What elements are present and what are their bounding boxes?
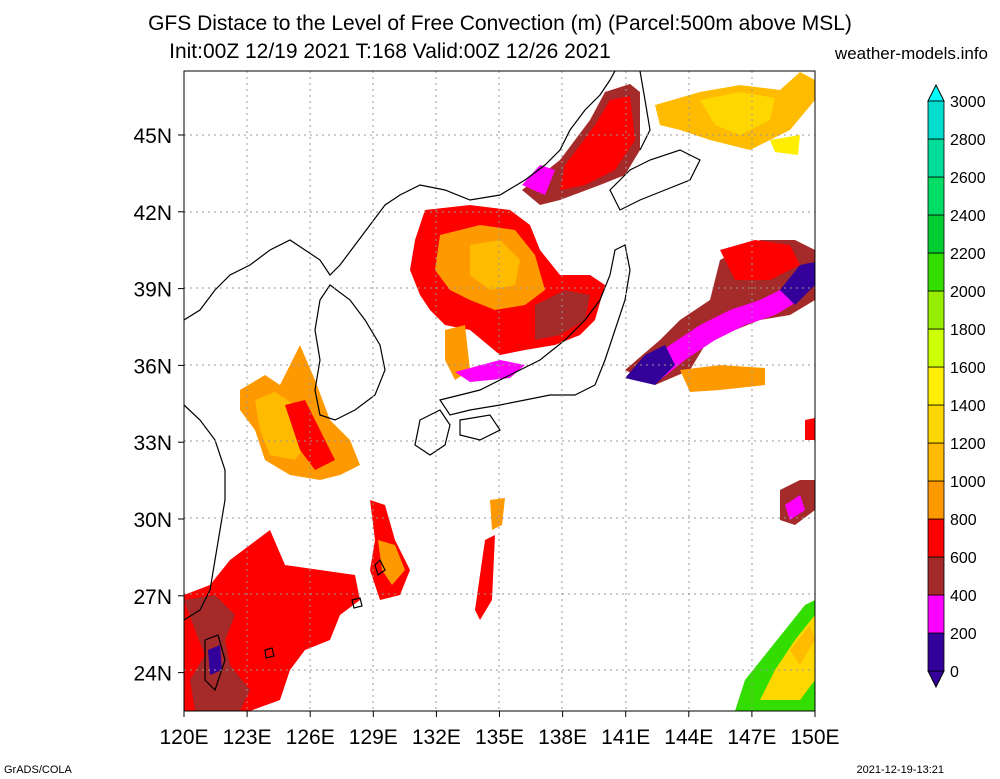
colorbar-label: 2600 — [950, 170, 986, 187]
colorbar-label: 600 — [950, 550, 977, 567]
field-pacific-orange — [680, 365, 765, 392]
colorbar: 0 200 400 600 800 1000 1200 1400 1600 1800 2000 220… — [927, 83, 986, 689]
colorbar-label: 1400 — [950, 398, 986, 415]
colorbar-label: 3000 — [950, 94, 986, 111]
coast-china-north — [184, 71, 616, 321]
field-pacific-magenta — [640, 285, 800, 380]
coastlines — [184, 71, 701, 692]
colorbar-segment — [927, 138, 945, 178]
field-ryukyu-orange — [378, 540, 405, 585]
site-label: weather-models.info — [834, 44, 988, 63]
y-tick-label: 45N — [133, 125, 172, 148]
y-tick-label: 39N — [133, 279, 172, 302]
field-pacific-purple-2 — [780, 262, 815, 305]
colorbar-label: 2400 — [950, 208, 986, 225]
coast-hokkaido — [609, 149, 701, 211]
colorbar-label: 400 — [950, 588, 977, 605]
colorbar-segment — [927, 252, 945, 292]
chart-subtitle: Init:00Z 12/19 2021 T:168 Valid:00Z 12/2… — [169, 40, 611, 63]
coast-honshu — [439, 244, 631, 416]
timestamp: 2021-12-19-13:21 — [856, 764, 944, 776]
field-yellow-sea-red — [285, 400, 335, 470]
x-tick-label: 129E — [349, 726, 398, 749]
field-east-edge-1b — [785, 495, 805, 520]
y-tick-label: 33N — [133, 432, 172, 455]
colorbar-label: 1600 — [950, 360, 986, 377]
field-central-strand-1 — [475, 535, 495, 620]
field-pacific-purple — [625, 345, 675, 385]
y-tick-label: 42N — [133, 202, 172, 225]
x-tick-label: 144E — [664, 726, 713, 749]
x-tick-label: 150E — [790, 726, 839, 749]
y-tick-label: 24N — [133, 663, 172, 686]
colorbar-segment — [927, 214, 945, 254]
chart-title: GFS Distace to the Level of Free Convect… — [148, 12, 852, 35]
x-tick-label: 123E — [223, 726, 272, 749]
field-north-pacific-yellow — [700, 92, 775, 135]
field-north-pacific-small — [770, 135, 800, 155]
software-credit: GrADS/COLA — [4, 764, 72, 776]
coast-taiwan — [204, 634, 226, 692]
x-tick-label: 135E — [475, 726, 524, 749]
colorbar-segment — [927, 176, 945, 216]
colorbar-label: 1800 — [950, 322, 986, 339]
x-tick-label: 138E — [538, 726, 587, 749]
colorbar-segment — [927, 404, 945, 444]
coast-kyushu — [414, 409, 451, 456]
x-tick-label: 132E — [412, 726, 461, 749]
field-korea-south-strip — [445, 325, 470, 380]
colorbar-max-arrow — [927, 83, 945, 102]
lfc-field — [184, 72, 815, 711]
colorbar-label: 200 — [950, 626, 977, 643]
colorbar-segment — [927, 594, 945, 634]
colorbar-segment — [927, 328, 945, 368]
field-ne-china-yellow — [470, 240, 520, 290]
colorbar-segment — [927, 632, 945, 672]
field-pacific-red — [720, 240, 800, 280]
field-taiwan-purple — [208, 645, 222, 675]
colorbar-label: 1000 — [950, 474, 986, 491]
colorbar-segment — [927, 556, 945, 596]
field-east-edge-2 — [805, 418, 815, 440]
field-korea-east — [535, 290, 590, 340]
colorbar-label: 2200 — [950, 246, 986, 263]
field-hokkaido-red — [560, 96, 635, 190]
x-axis: 120E 123E 126E 129E 132E 135E 138E 141E 144E 147E… — [159, 711, 840, 749]
coast-shikoku — [459, 414, 501, 441]
coast-ryukyu — [264, 558, 386, 659]
x-tick-label: 141E — [601, 726, 650, 749]
x-tick-label: 126E — [286, 726, 335, 749]
colorbar-label: 0 — [950, 664, 959, 681]
colorbar-segment — [927, 366, 945, 406]
coast-sakhalin — [639, 71, 651, 151]
field-hokkaido-magenta — [522, 165, 555, 195]
colorbar-label: 1200 — [950, 436, 986, 453]
y-axis: 24N 27N 30N 33N 36N 39N 42N 45N — [133, 125, 184, 686]
x-tick-label: 120E — [159, 726, 208, 749]
coast-korea — [314, 284, 386, 421]
colorbar-label: 2800 — [950, 132, 986, 149]
y-tick-label: 36N — [133, 355, 172, 378]
colorbar-segment — [927, 100, 945, 140]
colorbar-segment — [927, 480, 945, 520]
colorbar-label: 2000 — [950, 284, 986, 301]
colorbar-min-arrow — [927, 670, 945, 689]
colorbar-segment — [927, 442, 945, 482]
colorbar-label: 800 — [950, 512, 977, 529]
field-se-orange — [790, 625, 815, 665]
y-tick-label: 30N — [133, 509, 172, 532]
gridlines — [184, 71, 815, 711]
x-tick-label: 147E — [727, 726, 776, 749]
field-central-strand-2 — [490, 498, 505, 530]
y-tick-label: 27N — [133, 586, 172, 609]
colorbar-segment — [927, 518, 945, 558]
colorbar-segment — [927, 290, 945, 330]
coast-china-east — [184, 404, 226, 621]
